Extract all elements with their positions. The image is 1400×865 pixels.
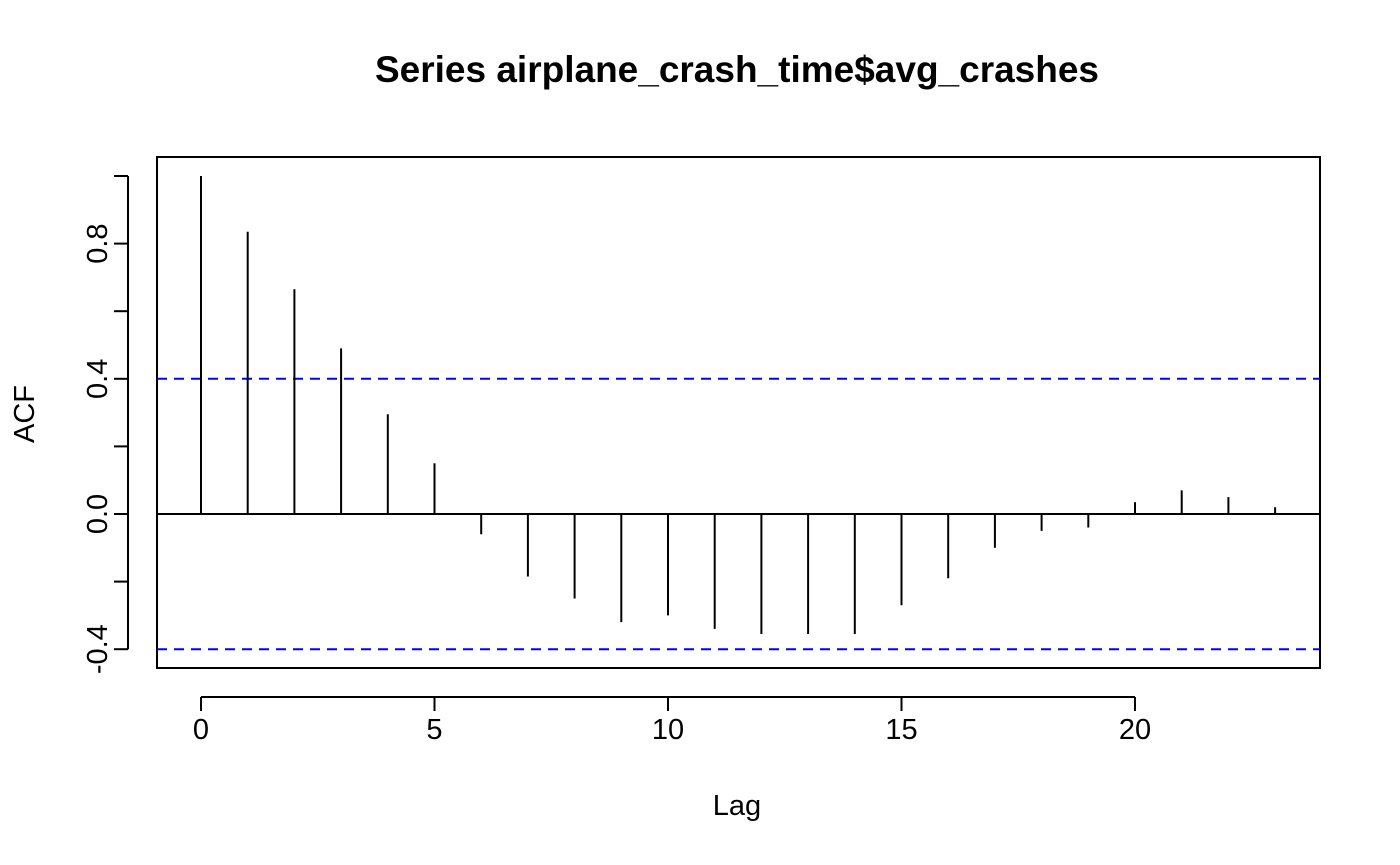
x-tick-label-0: 0 xyxy=(193,714,209,746)
y-tick-label-0_4: 0.4 xyxy=(82,359,114,399)
y-tick-label-0: 0.0 xyxy=(82,494,114,534)
x-axis-label: Lag xyxy=(713,790,761,822)
chart-title: Series airplane_crash_time$avg_crashes xyxy=(375,49,1099,90)
x-tick-label-10: 10 xyxy=(652,714,684,746)
x-tick-label-20: 20 xyxy=(1119,714,1151,746)
y-tick-label-neg0_4: -0.4 xyxy=(82,624,114,674)
x-tick-label-5: 5 xyxy=(426,714,442,746)
plot-area: 0 5 10 15 20 -0.4 0.0 0.4 0.8 xyxy=(82,156,1321,746)
x-tick-label-15: 15 xyxy=(885,714,917,746)
y-axis-label: ACF xyxy=(9,385,41,443)
y-tick-label-0_8: 0.8 xyxy=(82,223,114,263)
plot-frame xyxy=(156,156,1321,669)
